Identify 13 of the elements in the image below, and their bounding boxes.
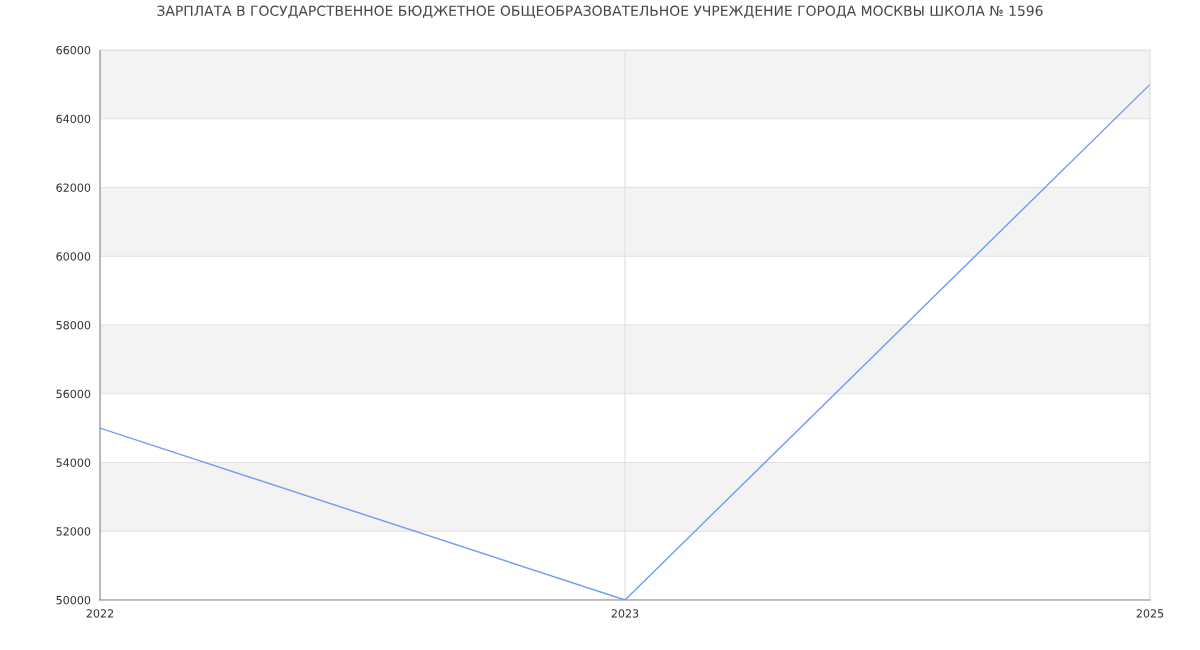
y-tick-label: 58000 (56, 320, 91, 330)
y-tick-label: 56000 (56, 389, 91, 399)
y-tick-label: 64000 (56, 114, 91, 124)
y-tick-label: 62000 (56, 183, 91, 192)
x-tick-label: 2025 (1136, 609, 1164, 618)
x-tick-label: 2023 (611, 609, 639, 618)
y-tick-label: 52000 (56, 527, 91, 536)
y-tick-label: 50000 (56, 595, 91, 605)
x-tick-label: 2022 (86, 609, 114, 618)
y-tick-label: 60000 (56, 252, 91, 261)
chart-title: ЗАРПЛАТА В ГОСУДАРСТВЕННОЕ БЮДЖЕТНОЕ ОБЩЕОБРАЗОВАТЕЛЬНОЕ УЧРЕЖДЕНИЕ ГОРОДА МОСКВЫ ШКОЛА № 1596 (157, 5, 1043, 19)
y-tick-label: 66000 (56, 45, 91, 55)
y-tick-label: 54000 (56, 458, 91, 467)
